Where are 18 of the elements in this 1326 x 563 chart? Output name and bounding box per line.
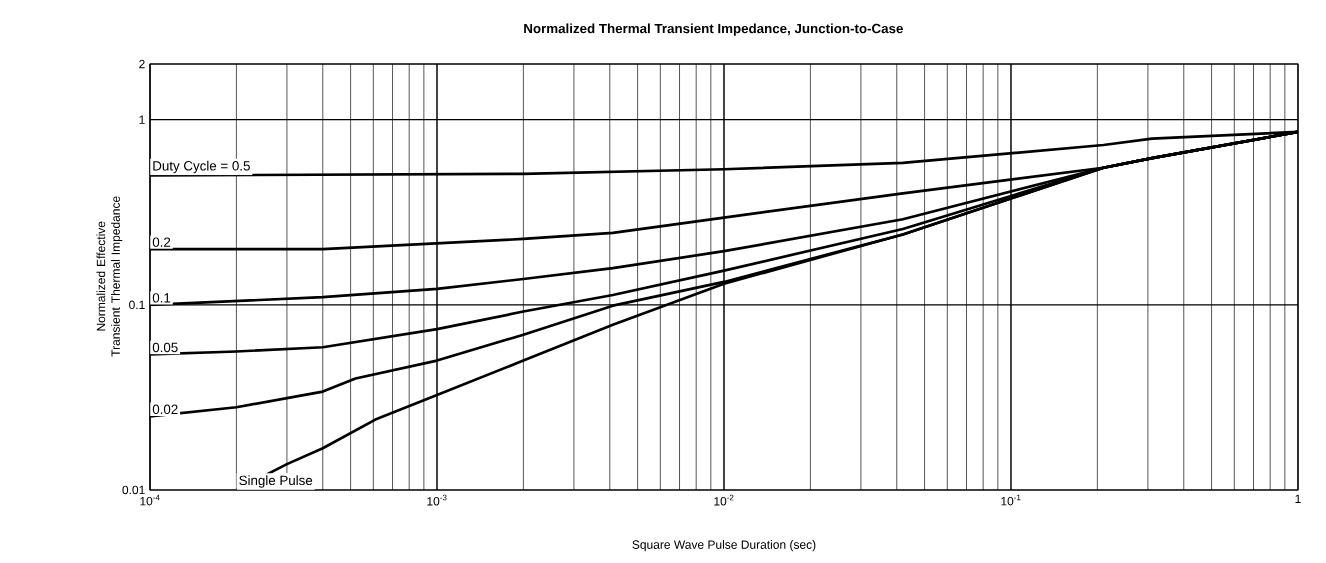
x-tick-label: 10$^{-4}$ xyxy=(140,494,160,506)
series-label: 0.05 xyxy=(152,342,178,353)
y-tick-label: 2 xyxy=(139,59,145,69)
chart-title: Normalized Thermal Transient Impedance, Junction-to-Case xyxy=(524,23,903,36)
x-tick-label: 1 xyxy=(1295,494,1301,503)
x-axis-title: Square Wave Pulse Duration (sec) xyxy=(632,540,816,552)
y-axis-title: Normalized Effective Transient Thermal Impedance xyxy=(96,196,123,357)
x-tick-label: 10$^{-1}$ xyxy=(1001,494,1021,506)
y-tick-label: 0.1 xyxy=(129,300,145,310)
y-tick-label: 0.01 xyxy=(122,485,145,495)
y-tick-label: 1 xyxy=(139,115,145,124)
series-label: 0.02 xyxy=(152,404,178,415)
series-label: Duty Cycle = 0.5 xyxy=(153,160,250,174)
series-label: Single Pulse xyxy=(239,475,313,488)
series-label: 0.1 xyxy=(152,293,171,303)
x-tick-label: 10$^{-2}$ xyxy=(714,494,734,506)
x-tick-label: 10$^{-3}$ xyxy=(427,494,447,506)
series-label: 0.2 xyxy=(152,237,171,247)
